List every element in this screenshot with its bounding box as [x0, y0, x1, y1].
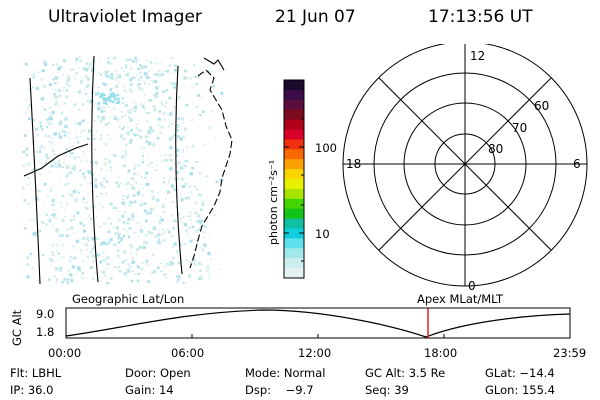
color-swatch [284, 248, 304, 259]
color-tick-100: 100 [315, 141, 337, 155]
orbit-timeline [65, 307, 571, 339]
color-swatch [284, 188, 304, 200]
polar-plot: 12 18 6 0 60 70 80 [342, 44, 588, 292]
color-scale-unit: photon cm⁻²s⁻¹ [267, 160, 280, 245]
color-swatch [284, 268, 304, 279]
status-glon: GLon: 155.4 [485, 383, 555, 397]
color-swatch [284, 109, 304, 121]
status-ip: IP: 36.0 [10, 383, 54, 397]
color-swatch [284, 218, 304, 230]
geographic-caption: Geographic Lat/Lon [72, 292, 185, 306]
status-gain: Gain: 14 [125, 383, 174, 397]
color-swatch [284, 228, 304, 239]
mlt-diagonal [378, 77, 552, 251]
color-scale-bar [284, 80, 304, 279]
status-filter: Flt: LBHL [10, 366, 62, 380]
mlt-label-6: 6 [573, 157, 581, 171]
status-dsp: Dsp: −9.7 [245, 383, 314, 397]
color-scale: photon cm⁻²s⁻¹ [267, 79, 305, 279]
image-date: 21 Jun 07 [275, 7, 356, 27]
status-seq: Seq: 39 [365, 383, 409, 397]
mlt-label-0: 0 [468, 279, 476, 292]
uv-image-panel [22, 55, 233, 284]
gc-alt-axis-label: GC Alt [10, 309, 24, 346]
mlt-label-12: 12 [470, 49, 485, 63]
altitude-curve [65, 309, 571, 338]
instrument-title: Ultraviolet Imager [48, 7, 202, 27]
color-swatch [284, 198, 304, 210]
time-tick-1200: 12:00 [298, 346, 332, 360]
color-swatch [284, 169, 304, 180]
longitude-line [29, 77, 41, 284]
lat-label-80: 80 [488, 142, 503, 156]
status-glat: GLat: −14.4 [485, 366, 555, 380]
time-tick-0600: 06:00 [171, 346, 205, 360]
coastline [23, 143, 89, 177]
color-swatch [284, 179, 304, 190]
alt-tick-1.8: 1.8 [36, 325, 55, 339]
color-swatch [284, 149, 304, 160]
color-swatch [284, 129, 304, 140]
time-tick-2359: 23:59 [553, 346, 587, 360]
color-swatch [284, 258, 304, 269]
color-swatch [284, 80, 304, 91]
apex-caption: Apex MLat/MLT [417, 292, 504, 306]
color-tick-10: 10 [315, 227, 330, 241]
color-swatch [284, 119, 304, 131]
lat-label-70: 70 [512, 121, 527, 135]
alt-tick-9: 9.0 [36, 307, 55, 321]
longitude-line [175, 65, 183, 275]
status-gc-alt: GC Alt: 3.5 Re [365, 366, 446, 380]
lat-label-60: 60 [534, 99, 549, 113]
color-swatch [284, 208, 304, 220]
coastline [189, 69, 233, 269]
coastline [203, 57, 225, 71]
color-swatch [284, 139, 304, 150]
longitude-line [91, 55, 99, 283]
color-swatch [284, 89, 304, 101]
time-tick-0000: 00:00 [48, 346, 82, 360]
status-mode: Mode: Normal [245, 366, 326, 380]
mlt-label-18: 18 [346, 157, 361, 171]
color-swatch [284, 159, 304, 170]
time-tick-1800: 18:00 [424, 346, 458, 360]
status-door: Door: Open [125, 366, 191, 380]
color-swatch [284, 238, 304, 249]
auroral-emission-speckles [22, 56, 224, 284]
image-time: 17:13:56 UT [428, 7, 533, 27]
color-swatch [284, 99, 304, 111]
